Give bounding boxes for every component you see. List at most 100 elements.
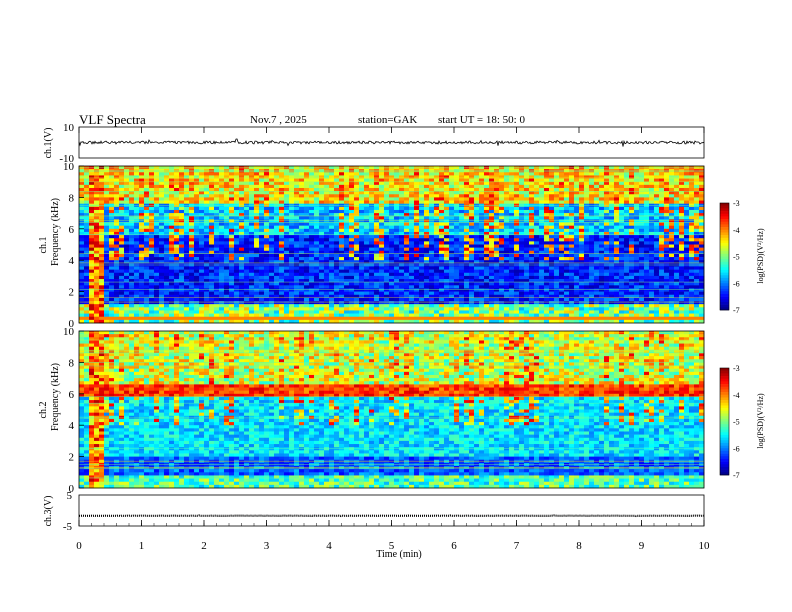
spectrogram-cell [284,310,290,314]
spectrogram-cell [439,269,445,274]
spectrogram-cell [234,197,240,201]
spectrogram-cell [379,266,385,270]
spectrogram-cell [499,260,505,264]
spectrogram-cell [324,319,330,324]
spectrogram-cell [569,187,575,192]
spectrogram-cell [564,231,570,236]
spectrogram-cell [369,279,375,283]
spectrogram-cell [84,297,90,302]
spectrogram-cell [324,194,330,198]
spectrogram-cell [259,235,265,239]
spectrogram-cell [224,175,230,179]
spectrogram-cell [274,304,280,308]
spectrogram-cell [369,269,375,274]
spectrogram-cell [414,197,420,201]
spectrogram-cell [259,181,265,186]
spectrogram-cell [84,197,90,201]
spectrogram-cell [229,307,235,311]
spectrogram-cell [459,313,465,318]
spectrogram-cell [109,178,115,182]
spectrogram-cell [419,241,425,245]
spectrogram-cell [524,275,530,280]
spectrogram-cell [94,194,100,198]
spectrogram-cell [554,191,560,195]
spectrogram-cell [224,172,230,176]
spectrogram-cell [454,231,460,236]
spectrogram-cell [84,187,90,192]
spectrogram-cell [134,225,140,230]
spectrogram-cell [289,316,295,321]
spectrogram-cell [134,241,140,245]
spectrogram-cell [94,285,100,289]
spectrogram-cell [84,172,90,176]
spectrogram-cell [314,219,320,223]
spectrogram-cell [209,294,215,299]
spectrogram-cell [309,282,315,286]
spectrogram-cell [134,275,140,280]
spectrogram-cell [179,241,185,245]
spectrogram-cell [174,200,180,204]
spectrogram-cell [394,178,400,182]
spectrogram-cell [379,206,385,211]
spectrogram-cell [189,279,195,283]
spectrogram-cell [289,241,295,245]
spectrogram-cell [349,241,355,245]
spectrogram-cell [524,209,530,214]
spectrogram-cell [299,200,305,204]
spectrogram-cell [124,257,130,261]
spectrogram-cell [274,272,280,277]
spectrogram-cell [239,307,245,311]
spectrogram-cell [279,219,285,223]
spectrogram-cell [404,247,410,252]
spectrogram-cell [109,291,115,296]
spectrogram-cell [459,238,465,242]
spectrogram-cell [229,197,235,201]
spectrogram-cell [529,178,535,182]
spectrogram-cell [514,279,520,283]
spectrogram-cell [404,297,410,302]
spectrogram-cell [474,235,480,239]
spectrogram-cell [399,269,405,274]
spectrogram-cell [269,297,275,302]
spectrogram-cell [339,213,345,217]
spectrogram-cell [244,260,250,264]
spectrogram-cell [314,316,320,321]
spectrogram-cell [404,228,410,233]
spectrogram-cell [434,269,440,274]
spectrogram-cell [349,294,355,299]
spectrogram-cell [429,235,435,239]
spectrogram-cell [479,260,485,264]
spectrogram-cell [424,272,430,277]
spectrogram-cell [539,301,545,305]
spectrogram-cell [324,209,330,214]
spectrogram-cell [504,206,510,211]
spectrogram-cell [299,191,305,195]
spectrogram-cell [174,285,180,289]
spectrogram-cell [299,247,305,252]
spectrogram-cell [224,313,230,318]
spectrogram-cell [499,209,505,214]
spectrogram-cell [529,313,535,318]
spectrogram-cell [379,222,385,226]
spectrogram-cell [234,285,240,289]
spectrogram-cell [259,316,265,321]
spectrogram-cell [544,231,550,236]
spectrogram-cell [319,250,325,255]
spectrogram-cell [369,172,375,176]
spectrogram-cell [404,175,410,179]
spectrogram-cell [144,241,150,245]
spectrogram-cell [439,238,445,242]
spectrogram-cell [544,244,550,248]
spectrogram-cell [304,310,310,314]
spectrogram-cell [214,260,220,264]
spectrogram-cell [344,269,350,274]
spectrogram-cell [324,275,330,280]
spectrogram-cell [449,316,455,321]
spectrogram-cell [414,253,420,258]
spectrogram-cell [559,178,565,182]
spectrogram-cell [199,244,205,248]
spectrogram-cell [164,282,170,286]
spectrogram-cell [209,175,215,179]
spectrogram-cell [499,294,505,299]
spectrogram-cell [329,310,335,314]
